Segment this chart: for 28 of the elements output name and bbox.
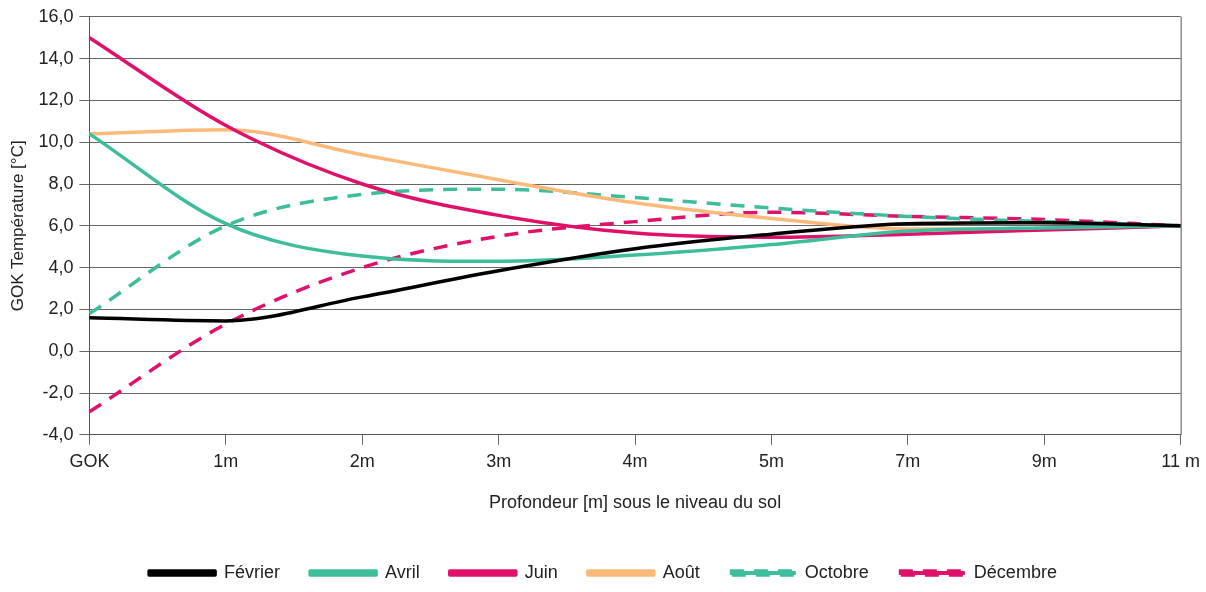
y-tick-label: 6,0 <box>48 214 74 235</box>
y-axis-title: GOK Température [°C] <box>7 140 27 312</box>
legend-label: Février <box>224 561 281 582</box>
y-tick-label: 4,0 <box>48 256 74 277</box>
y-tick-label: 16,0 <box>38 5 74 26</box>
y-tick-label: 0,0 <box>48 340 74 361</box>
x-tick-label: 7m <box>895 450 921 471</box>
legend-label: Octobre <box>804 561 869 582</box>
y-tick-label: -2,0 <box>42 381 74 402</box>
legend-label: Juin <box>524 561 558 582</box>
y-tick-label: 10,0 <box>38 131 74 152</box>
y-tick-label: 8,0 <box>48 172 74 193</box>
y-tick-label: 2,0 <box>48 298 74 319</box>
legend-label: Août <box>662 561 700 582</box>
x-tick-label: 1m <box>213 450 239 471</box>
legend-label: Avril <box>385 561 420 582</box>
x-tick-label: 11 m <box>1161 450 1200 471</box>
legend-label: Décembre <box>973 561 1057 582</box>
x-tick-label: 3m <box>486 450 512 471</box>
x-tick-label: 5m <box>758 450 784 471</box>
y-tick-label: -4,0 <box>42 423 74 444</box>
x-tick-label: GOK <box>69 450 110 471</box>
x-tick-label: 9m <box>1031 450 1057 471</box>
x-tick-label: 2m <box>349 450 375 471</box>
y-tick-label: 12,0 <box>38 89 74 110</box>
x-tick-label: 4m <box>622 450 648 471</box>
y-tick-label: 14,0 <box>38 47 74 68</box>
x-axis-title: Profondeur [m] sous le niveau du sol <box>488 492 782 513</box>
